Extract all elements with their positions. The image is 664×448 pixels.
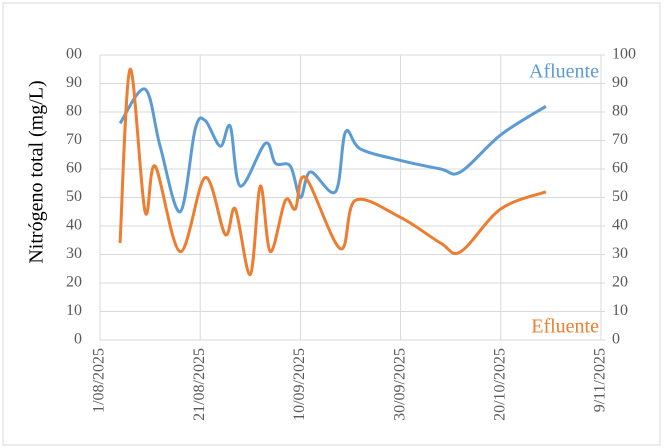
y-tick-label: 90 bbox=[66, 74, 82, 91]
y2-tick-label: 60 bbox=[612, 160, 628, 177]
line-series bbox=[118, 87, 547, 214]
line-series bbox=[118, 67, 547, 276]
y-tick-label: 0 bbox=[74, 331, 82, 348]
y2-tick-label: 20 bbox=[612, 274, 628, 291]
y2-tick-label: 80 bbox=[612, 103, 628, 120]
x-tick-label: 10/09/2025 bbox=[291, 348, 308, 421]
y2-tick-label: 90 bbox=[612, 74, 628, 91]
y2-tick-label: 30 bbox=[612, 245, 628, 262]
y2-tick-label: 50 bbox=[612, 188, 628, 205]
y2-tick-label: 10 bbox=[612, 302, 628, 319]
x-tick-label: 1/08/2025 bbox=[91, 348, 108, 413]
y-tick-label: 80 bbox=[66, 103, 82, 120]
y-tick-label: 40 bbox=[66, 217, 82, 234]
y-tick-label: 00 bbox=[66, 46, 82, 63]
y-tick-label: 60 bbox=[66, 160, 82, 177]
x-tick-label: 20/10/2025 bbox=[491, 348, 508, 421]
y-axis-title: Nitrógeno total (mg/L) bbox=[26, 80, 48, 263]
y2-tick-label: 40 bbox=[612, 217, 628, 234]
x-tick-label: 30/09/2025 bbox=[391, 348, 408, 421]
y-tick-label: 30 bbox=[66, 245, 82, 262]
y2-tick-label: 0 bbox=[612, 331, 620, 348]
y2-tick-label: 70 bbox=[612, 131, 628, 148]
y-tick-label: 70 bbox=[66, 131, 82, 148]
y-tick-label: 10 bbox=[66, 302, 82, 319]
y-tick-label: 20 bbox=[66, 274, 82, 291]
x-tick-label: 9/11/2025 bbox=[592, 348, 609, 412]
y-tick-label: 50 bbox=[66, 188, 82, 205]
legend-label: Afluente bbox=[529, 61, 599, 83]
x-tick-label: 21/08/2025 bbox=[191, 348, 208, 421]
legend-label: Efluente bbox=[531, 316, 599, 338]
y2-tick-label: 100 bbox=[612, 46, 636, 63]
